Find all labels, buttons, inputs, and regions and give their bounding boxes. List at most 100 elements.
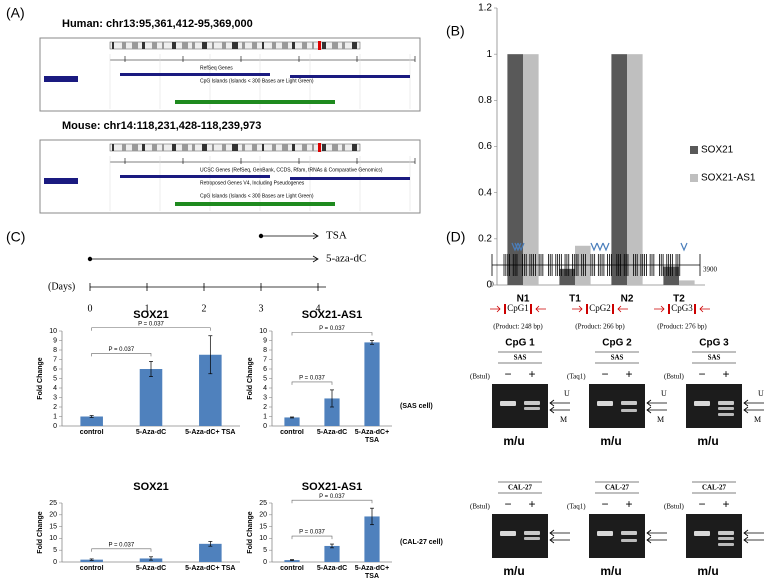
ideogram-band [182, 42, 188, 49]
lane-label: + [722, 497, 729, 511]
p-value: P = 0.037 [319, 326, 345, 332]
ideogram-band [162, 42, 164, 49]
lane-label: − [698, 497, 705, 511]
bar [364, 516, 380, 562]
bar [284, 560, 300, 562]
site-arrow [514, 242, 522, 252]
band-u [621, 531, 637, 535]
band-arrow [646, 399, 667, 407]
ideogram-band [282, 42, 288, 49]
band-arrow [549, 536, 570, 544]
gel [492, 514, 548, 558]
band-arrow [743, 529, 764, 537]
y-axis-label: Fold Change [37, 357, 44, 399]
ideogram-band [242, 144, 245, 151]
lane-caption: m/u [503, 564, 524, 578]
lane-label: + [528, 367, 535, 381]
band-u [597, 401, 613, 406]
cpg-island [175, 100, 335, 104]
x-tick-label-box: control [280, 429, 304, 436]
y-tick-label: 6 [263, 366, 267, 373]
x-tick-label-box: 5-Aza-dC [316, 429, 348, 436]
band-m [621, 539, 637, 542]
ideogram-band [152, 42, 157, 49]
track-label: CpG Islands (Islands < 300 Bases are Lig… [200, 193, 314, 199]
cell-line: SAS [611, 354, 624, 362]
y-tick-label: 9 [263, 337, 267, 344]
x-tick-label-box: control [80, 429, 104, 436]
x-tick-label-box: control [80, 565, 104, 572]
band-u [621, 401, 637, 405]
ideogram-band [322, 42, 326, 49]
panel-label: (B) [446, 23, 465, 39]
band-m [524, 407, 540, 410]
track-label: UCSC Genes (RefSeq, GenBank, CCDS, Rfam,… [200, 167, 383, 173]
treatment-label: TSA [326, 230, 347, 242]
primer-r [535, 305, 546, 313]
ideogram-band [132, 144, 138, 151]
ideogram-mark [318, 143, 321, 152]
band-arrow [743, 406, 764, 414]
ideogram-band [202, 144, 207, 151]
ideogram-band [132, 42, 138, 49]
band-m [718, 537, 734, 540]
ideogram-band [272, 144, 276, 151]
band-u [694, 401, 710, 406]
bar [199, 543, 222, 562]
y-tick-label: 15 [49, 523, 57, 530]
x-tick-label: 5-Aza-dC [316, 429, 348, 436]
treatment-arrow [312, 255, 319, 263]
band-label: U [661, 389, 667, 398]
y-tick-label: 1 [486, 49, 492, 60]
ideogram-band [312, 42, 314, 49]
band-u [524, 401, 540, 405]
x-tick-label-box: 5-Aza-dC [136, 429, 166, 436]
gel-column-title: CpG 3 [699, 338, 729, 349]
bar [679, 280, 695, 285]
ideogram-band [142, 42, 145, 49]
y-tick-label: 10 [49, 328, 57, 335]
ideogram-band [112, 42, 114, 49]
treatment-start [258, 233, 264, 239]
product-label: (Product: 248 bp) [493, 323, 543, 331]
lane-label: − [504, 367, 511, 381]
cell-note: (CAL-27 cell) [400, 539, 443, 546]
gene-label-box [44, 76, 78, 82]
enzyme: (Taq1) [567, 503, 586, 511]
ideogram-band [322, 144, 326, 151]
primer-mark [586, 304, 588, 314]
panel-label: (A) [6, 5, 25, 21]
y-tick-label: 0 [53, 559, 57, 566]
band-label: U [758, 389, 764, 398]
primer-f [490, 305, 501, 313]
band-arrow [646, 529, 667, 537]
ideogram-band [172, 42, 176, 49]
cell-line: SAS [708, 354, 721, 362]
ideogram-band [192, 144, 195, 151]
ideogram-band [232, 42, 238, 49]
lane-caption: m/u [503, 434, 524, 448]
enzyme: (BstuI) [664, 373, 685, 381]
ideogram-band [202, 42, 207, 49]
site-arrow [680, 242, 688, 252]
band-arrow [549, 399, 570, 407]
ideogram-band [272, 42, 276, 49]
band-m [524, 537, 540, 540]
y-tick-label: 20 [259, 512, 267, 519]
y-tick-label: 4 [53, 385, 57, 392]
band-label: U [564, 389, 570, 398]
bar [199, 354, 222, 426]
band-arrow [646, 406, 667, 414]
gel [686, 514, 742, 558]
cell-line: SAS [514, 354, 527, 362]
x-tick-label: 5-Aza-dC+ TSA [185, 565, 236, 572]
lane-label: + [528, 497, 535, 511]
band-label: M [657, 415, 664, 424]
y-tick-label: 7 [53, 356, 57, 363]
x-tick-label-box: 5-Aza-dC+ TSA [185, 429, 235, 436]
ideogram-band [252, 42, 257, 49]
lane-caption: m/u [697, 434, 718, 448]
bar [559, 268, 575, 285]
